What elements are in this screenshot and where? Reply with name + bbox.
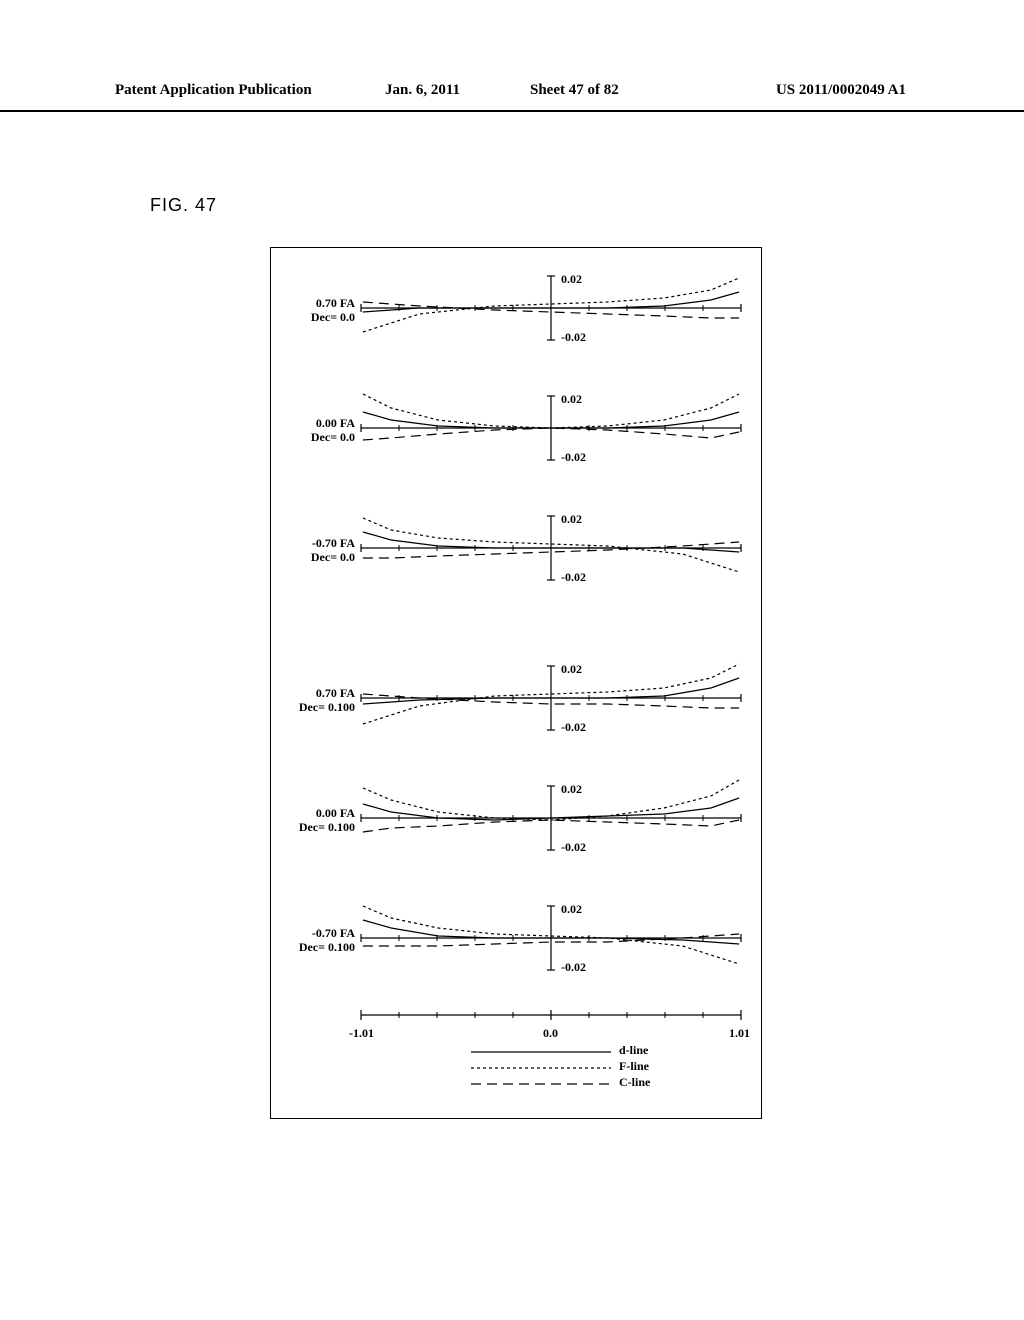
legend-line-d — [471, 1050, 611, 1054]
subplot-label-0: 0.70 FADec= 0.0 — [287, 296, 355, 325]
legend-line-c — [471, 1082, 611, 1086]
plot-area-0 — [361, 268, 741, 348]
figure-label: FIG. 47 — [150, 195, 217, 216]
subplot-1: 0.00 FADec= 0.00.02-0.02 — [271, 378, 761, 488]
subplot-label-5: -0.70 FADec= 0.100 — [287, 926, 355, 955]
legend: d-line F-line C-line — [471, 1043, 731, 1091]
subplot-5: -0.70 FADec= 0.1000.02-0.02 — [271, 888, 761, 998]
legend-row-c: C-line — [471, 1075, 731, 1090]
fa-label: -0.70 FA — [312, 536, 355, 550]
patent-page: Patent Application Publication Jan. 6, 2… — [0, 0, 1024, 1320]
fa-label: 0.00 FA — [316, 806, 355, 820]
plot-area-1 — [361, 388, 741, 468]
subplot-0: 0.70 FADec= 0.00.02-0.02 — [271, 258, 761, 368]
dec-label: Dec= 0.100 — [299, 700, 355, 714]
header-pubno: US 2011/0002049 A1 — [776, 82, 906, 99]
subplot-label-2: -0.70 FADec= 0.0 — [287, 536, 355, 565]
plot-area-4 — [361, 778, 741, 858]
dec-label: Dec= 0.0 — [311, 550, 355, 564]
legend-label-d: d-line — [619, 1043, 648, 1058]
subplot-label-1: 0.00 FADec= 0.0 — [287, 416, 355, 445]
subplot-4: 0.00 FADec= 0.1000.02-0.02 — [271, 768, 761, 878]
subplot-label-4: 0.00 FADec= 0.100 — [287, 806, 355, 835]
plot-area-3 — [361, 658, 741, 738]
xtick-right: 1.01 — [729, 1026, 750, 1041]
subplot-3: 0.70 FADec= 0.1000.02-0.02 — [271, 648, 761, 758]
legend-line-f — [471, 1066, 611, 1070]
legend-row-d: d-line — [471, 1043, 731, 1058]
dec-label: Dec= 0.0 — [311, 430, 355, 444]
legend-row-f: F-line — [471, 1059, 731, 1074]
header-pub-type: Patent Application Publication — [115, 82, 312, 99]
legend-label-c: C-line — [619, 1075, 650, 1090]
fa-label: 0.70 FA — [316, 686, 355, 700]
subplot-2: -0.70 FADec= 0.00.02-0.02 — [271, 498, 761, 608]
dec-label: Dec= 0.0 — [311, 310, 355, 324]
page-header: Patent Application Publication Jan. 6, 2… — [0, 80, 1024, 112]
fa-label: 0.00 FA — [316, 416, 355, 430]
plot-area-2 — [361, 508, 741, 588]
dec-label: Dec= 0.100 — [299, 820, 355, 834]
legend-label-f: F-line — [619, 1059, 649, 1074]
xtick-center: 0.0 — [543, 1026, 558, 1041]
subplot-label-3: 0.70 FADec= 0.100 — [287, 686, 355, 715]
plot-area-5 — [361, 898, 741, 978]
aberration-chart: 0.70 FADec= 0.00.02-0.020.00 FADec= 0.00… — [270, 247, 762, 1119]
header-sheet: Sheet 47 of 82 — [530, 82, 619, 99]
dec-label: Dec= 0.100 — [299, 940, 355, 954]
fa-label: 0.70 FA — [316, 296, 355, 310]
fa-label: -0.70 FA — [312, 926, 355, 940]
header-date: Jan. 6, 2011 — [385, 82, 460, 99]
xtick-left: -1.01 — [349, 1026, 374, 1041]
